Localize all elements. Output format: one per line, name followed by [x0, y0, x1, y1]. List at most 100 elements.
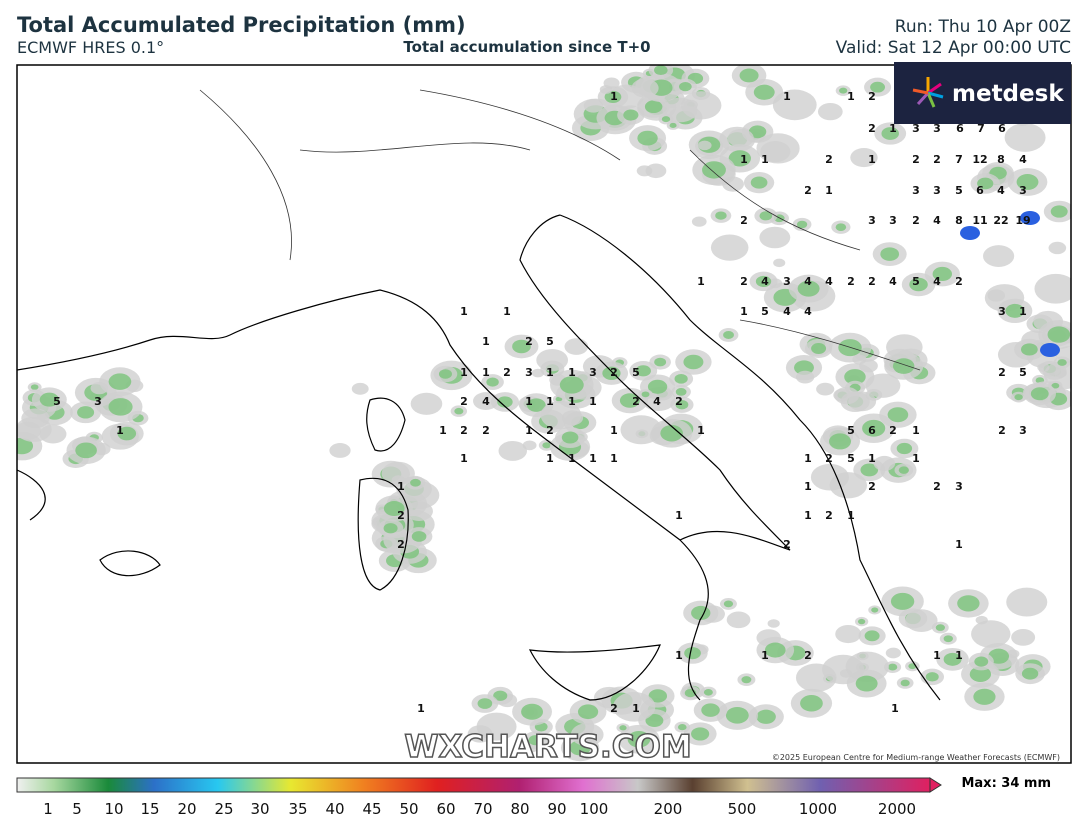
border	[739, 319, 921, 371]
map-value: 1	[525, 395, 533, 408]
map-value: 2	[912, 214, 920, 227]
colorbar-label: 40	[325, 800, 344, 818]
precip-area	[613, 692, 656, 722]
map-value: 1	[740, 153, 748, 166]
border	[689, 149, 861, 251]
precip-area	[773, 258, 786, 268]
precip-area	[627, 731, 651, 748]
precip-area	[890, 592, 915, 610]
map-value: 5	[1019, 366, 1027, 379]
precip-area	[17, 437, 34, 455]
precip-area	[850, 147, 878, 168]
map-value: 3	[1019, 424, 1027, 437]
colorbar-extend	[929, 777, 942, 793]
map-value: 5	[53, 395, 61, 408]
precip-area	[703, 689, 713, 696]
precip-area	[887, 663, 898, 671]
map-value: 1	[868, 452, 876, 465]
border	[199, 89, 292, 261]
precip-area	[728, 150, 751, 167]
map-value: 1	[568, 366, 576, 379]
precip-area	[800, 695, 823, 712]
colorbar-label: 50	[399, 800, 418, 818]
precip-area	[691, 727, 710, 741]
precip-area	[1020, 343, 1038, 356]
precip-area	[108, 398, 133, 416]
precip-area	[905, 609, 938, 632]
map-value: 6	[868, 424, 876, 437]
map-value: 3	[998, 305, 1006, 318]
precip-area	[702, 161, 726, 179]
precip-area	[855, 675, 878, 692]
map-value: 4	[761, 275, 769, 288]
precip-area	[561, 410, 584, 426]
precip-area	[410, 478, 421, 487]
precip-area	[77, 406, 95, 419]
map-value: 3	[889, 214, 897, 227]
map-value: 4	[804, 275, 812, 288]
colorbar-label: 200	[654, 800, 683, 818]
map-value: 2	[525, 335, 533, 348]
colorbar-label: 1	[43, 800, 53, 818]
precip-area	[684, 647, 701, 660]
map-value: 6	[976, 184, 984, 197]
precip-area	[969, 666, 992, 682]
precip-area	[635, 365, 651, 377]
map-value: 1	[825, 184, 833, 197]
precip-area	[531, 368, 545, 378]
precip-area	[39, 424, 67, 444]
precip-area	[925, 672, 939, 682]
precip-area	[795, 370, 815, 384]
map-value: 2	[546, 424, 554, 437]
colorbar-label: 90	[547, 800, 566, 818]
map-value: 6	[956, 122, 964, 135]
valid-time: Valid: Sat 12 Apr 00:00 UTC	[836, 38, 1071, 58]
map-value: 12	[972, 153, 987, 166]
precip-area	[1050, 205, 1068, 218]
map-value: 2	[632, 395, 640, 408]
map-value: 1	[761, 153, 769, 166]
precip-area	[973, 688, 996, 705]
precip-area	[1037, 363, 1050, 372]
precip-area	[873, 455, 896, 471]
map-value: 1	[868, 153, 876, 166]
map-value: 4	[482, 395, 490, 408]
precip-area	[860, 463, 879, 477]
precip-area	[661, 116, 671, 123]
precip-area	[467, 725, 493, 743]
precip-area	[829, 433, 852, 450]
precip-area	[835, 624, 862, 644]
map-value: 6	[998, 122, 1006, 135]
map-value: 1	[740, 305, 748, 318]
map-value: 1	[482, 366, 490, 379]
precip-area	[864, 630, 880, 642]
map-value: 1	[116, 424, 124, 437]
precip-area	[859, 359, 878, 373]
precip-area	[759, 211, 773, 221]
precip-area	[570, 723, 604, 747]
precip-area	[577, 704, 599, 720]
precip-area	[619, 393, 640, 408]
precip-area	[881, 127, 899, 140]
title: Total Accumulated Precipitation (mm)	[17, 13, 466, 37]
map-value: 2	[825, 153, 833, 166]
precip-area	[772, 89, 817, 121]
precip-area	[839, 87, 848, 94]
precip-area	[637, 130, 658, 146]
map-value: 1	[589, 452, 597, 465]
precip-area	[1054, 368, 1067, 378]
precip-area	[669, 122, 677, 129]
map-value: 1	[397, 480, 405, 493]
precip-area	[648, 689, 668, 703]
precip-area	[411, 531, 427, 542]
map-value: 1	[804, 509, 812, 522]
map-value: 1	[610, 90, 618, 103]
map-value: 2	[740, 275, 748, 288]
map-value: 2	[933, 480, 941, 493]
map-value: 2	[783, 538, 791, 551]
precip-area	[753, 84, 775, 100]
precip-area	[885, 647, 901, 659]
map-value: 5	[912, 275, 920, 288]
precip-area	[641, 391, 650, 398]
